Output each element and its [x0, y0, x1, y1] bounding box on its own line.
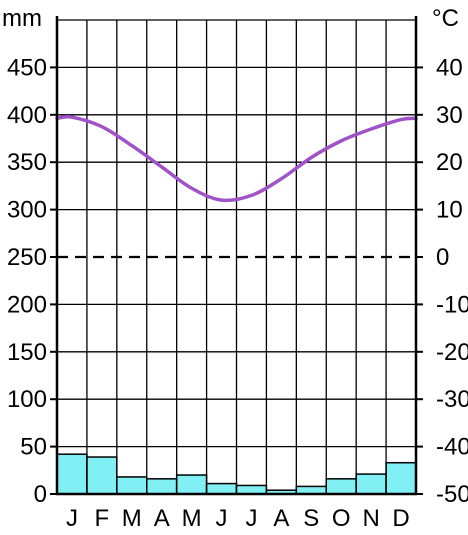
month-label: A — [273, 505, 289, 532]
right-tick-label: -20 — [436, 339, 468, 366]
temperature-line — [55, 114, 418, 203]
precip-bar — [355, 473, 387, 495]
right-tick-label: 0 — [436, 244, 449, 271]
left-tick-label: 250 — [7, 244, 47, 271]
right-tick-label: -10 — [436, 291, 468, 318]
month-label: D — [392, 505, 409, 532]
precipitation-bars — [56, 453, 417, 495]
precip-bar — [116, 476, 148, 495]
left-tick-label: 450 — [7, 54, 47, 81]
right-tick-label: -40 — [436, 434, 468, 461]
precip-bar — [205, 482, 238, 495]
right-tick-label: 20 — [436, 149, 463, 176]
month-label: J — [216, 505, 228, 532]
left-tick-label: 150 — [7, 339, 47, 366]
right-tick-label: -50 — [436, 481, 468, 508]
right-tick-label: -30 — [436, 386, 468, 413]
month-label: A — [154, 505, 170, 532]
right-axis-unit: °C — [432, 5, 459, 32]
left-tick-label: 200 — [7, 291, 47, 318]
chart-grid — [57, 19, 416, 494]
right-axis-tick-labels: -50 -40 -30 -20 -10 0 10 20 30 40 — [436, 54, 468, 508]
precip-bar — [56, 453, 88, 495]
precip-bar — [86, 456, 118, 495]
month-label: O — [332, 505, 351, 532]
precip-bar — [146, 478, 178, 495]
month-label: J — [245, 505, 257, 532]
chart-axes — [50, 16, 423, 496]
month-label: M — [182, 505, 202, 532]
left-tick-label: 100 — [7, 386, 47, 413]
right-tick-label: 10 — [436, 197, 463, 224]
precip-bar — [175, 474, 208, 495]
precip-bar — [385, 461, 417, 495]
right-tick-label: 30 — [436, 102, 463, 129]
precip-bar — [235, 484, 268, 495]
month-label: M — [122, 505, 142, 532]
left-axis-tick-labels: 0 50 100 150 200 250 300 350 400 450 — [7, 54, 47, 508]
precip-bar — [325, 478, 357, 495]
month-label: F — [95, 505, 110, 532]
left-tick-label: 50 — [20, 434, 47, 461]
left-tick-label: 350 — [7, 149, 47, 176]
month-label: N — [362, 505, 379, 532]
month-label: J — [66, 505, 78, 532]
right-tick-label: 40 — [436, 54, 463, 81]
left-tick-label: 300 — [7, 197, 47, 224]
temperature-line-layer — [55, 114, 418, 203]
left-tick-label: 0 — [34, 481, 47, 508]
left-axis-unit: mm — [2, 5, 42, 32]
left-tick-label: 400 — [7, 102, 47, 129]
month-label: S — [303, 505, 319, 532]
